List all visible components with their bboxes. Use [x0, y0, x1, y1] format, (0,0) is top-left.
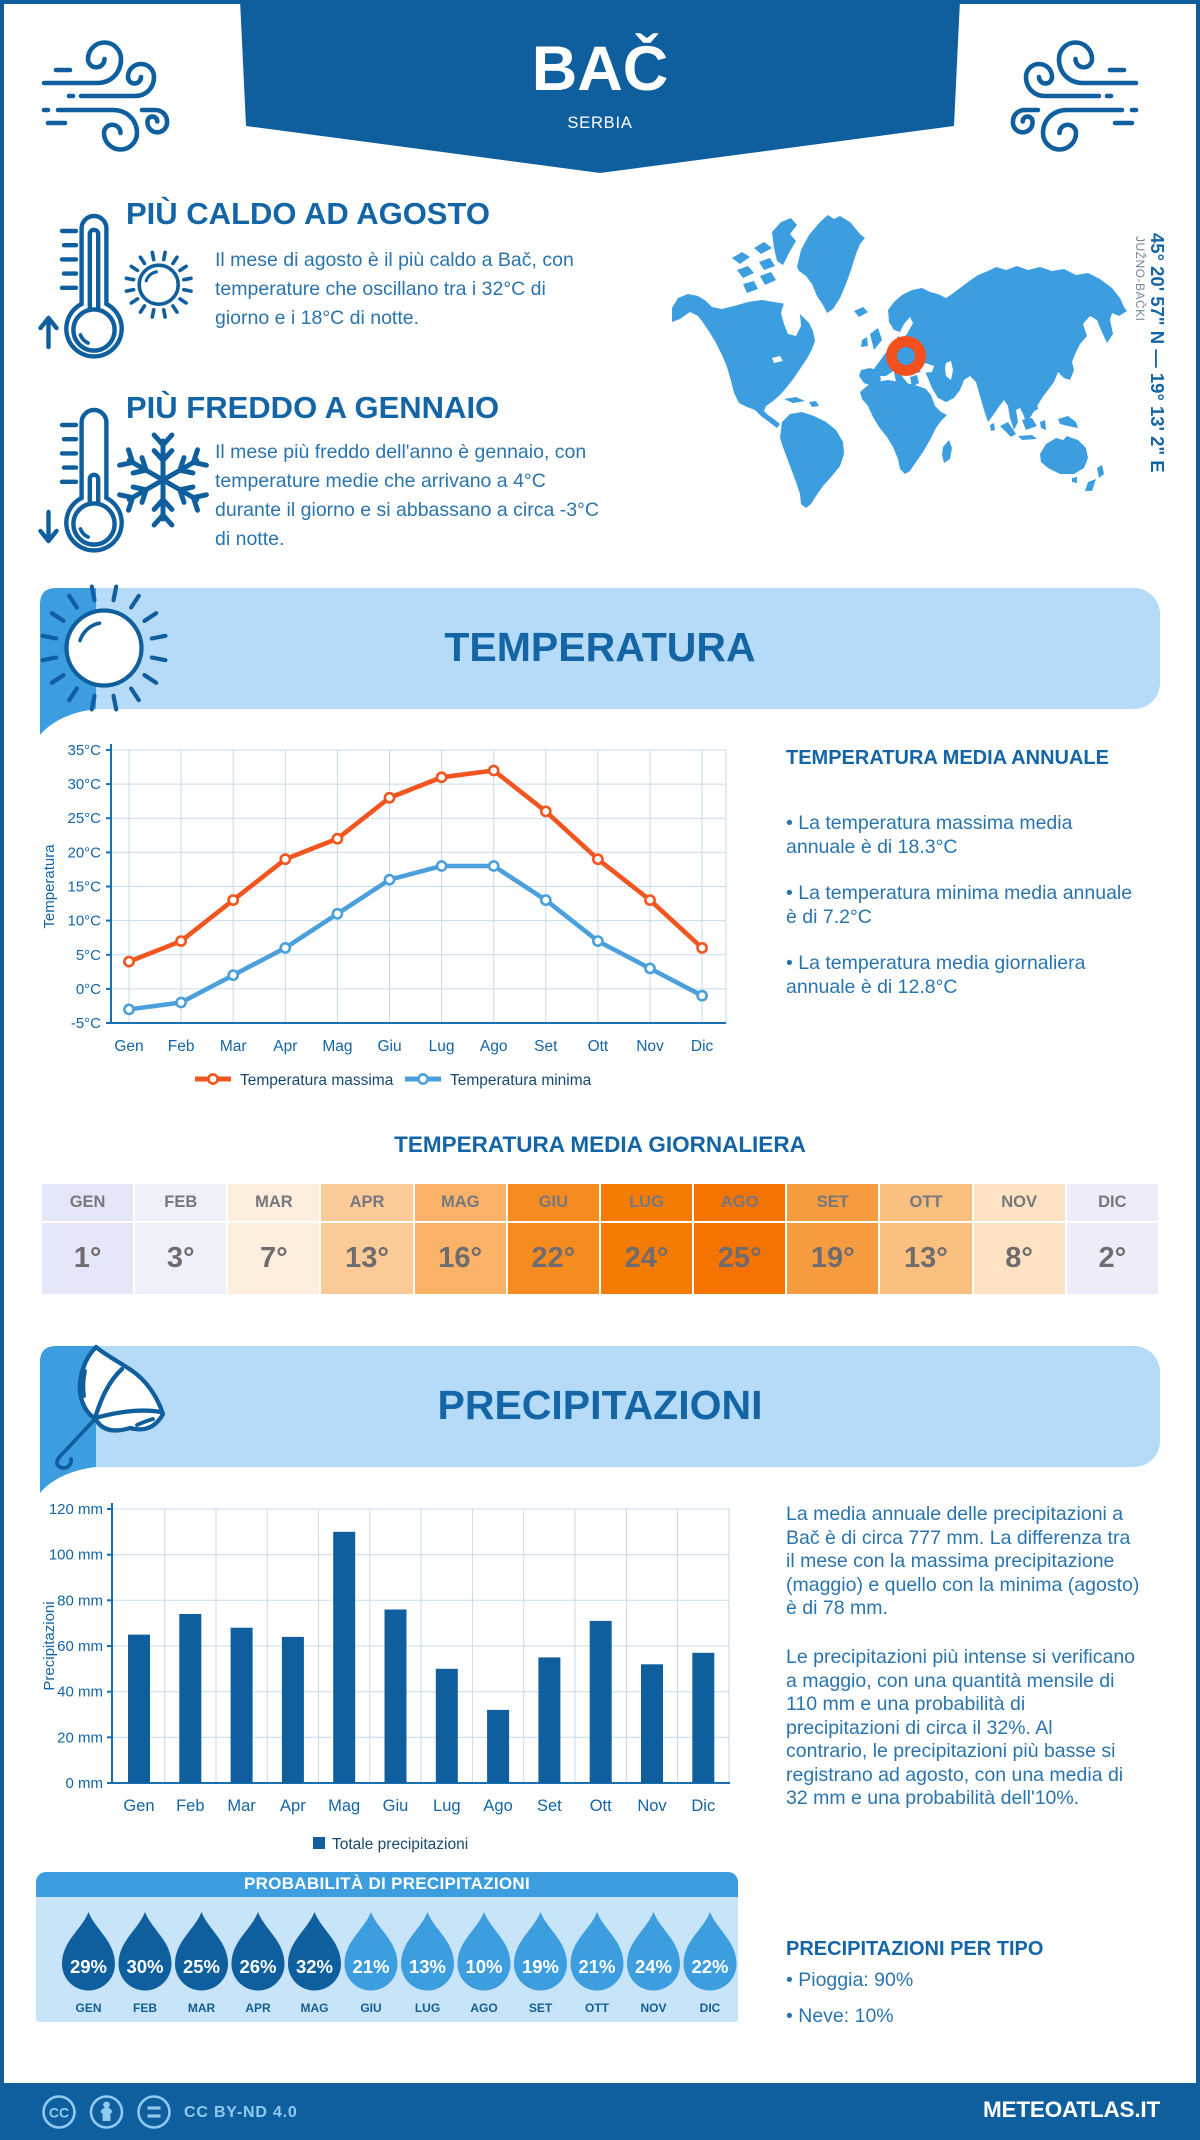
- svg-text:MAR: MAR: [188, 2001, 216, 2015]
- svg-text:15°C: 15°C: [67, 879, 101, 896]
- svg-text:20 mm: 20 mm: [57, 1729, 103, 1746]
- svg-text:60 mm: 60 mm: [57, 1638, 103, 1655]
- svg-text:SET: SET: [529, 2001, 553, 2015]
- svg-text:22%: 22%: [691, 1956, 728, 1977]
- svg-text:Gen: Gen: [114, 1038, 143, 1055]
- svg-text:Temperatura: Temperatura: [41, 844, 58, 929]
- svg-text:25%: 25%: [183, 1956, 220, 1977]
- svg-text:Totale precipitazioni: Totale precipitazioni: [332, 1836, 468, 1853]
- svg-text:10%: 10%: [465, 1956, 502, 1977]
- svg-text:Feb: Feb: [176, 1797, 204, 1815]
- svg-text:80 mm: 80 mm: [57, 1592, 103, 1609]
- svg-text:MAG: MAG: [301, 2001, 329, 2015]
- svg-text:32%: 32%: [296, 1956, 333, 1977]
- svg-text:Set: Set: [537, 1797, 562, 1815]
- svg-text:Mag: Mag: [322, 1038, 352, 1055]
- svg-text:AGO: AGO: [470, 2001, 497, 2015]
- svg-text:OTT: OTT: [585, 2001, 610, 2015]
- svg-text:Mar: Mar: [220, 1038, 247, 1055]
- svg-text:APR: APR: [245, 2001, 271, 2015]
- svg-text:-5°C: -5°C: [71, 1015, 101, 1032]
- svg-text:Set: Set: [534, 1038, 558, 1055]
- svg-text:Mar: Mar: [227, 1797, 256, 1815]
- svg-text:Mag: Mag: [328, 1797, 360, 1815]
- svg-text:Giu: Giu: [377, 1038, 401, 1055]
- svg-text:100 mm: 100 mm: [49, 1547, 103, 1564]
- svg-text:Temperatura minima: Temperatura minima: [450, 1072, 592, 1089]
- svg-text:Ott: Ott: [590, 1797, 612, 1815]
- svg-text:20°C: 20°C: [67, 844, 101, 861]
- svg-text:Nov: Nov: [636, 1038, 664, 1055]
- svg-text:Ago: Ago: [483, 1797, 512, 1815]
- svg-text:40 mm: 40 mm: [57, 1684, 103, 1701]
- svg-text:29%: 29%: [70, 1956, 107, 1977]
- svg-text:0 mm: 0 mm: [66, 1775, 104, 1792]
- svg-text:30°C: 30°C: [67, 776, 101, 793]
- svg-text:CC: CC: [49, 2105, 69, 2121]
- svg-text:35°C: 35°C: [67, 742, 101, 759]
- svg-text:13%: 13%: [409, 1956, 446, 1977]
- svg-text:0°C: 0°C: [76, 981, 101, 998]
- svg-text:Lug: Lug: [429, 1038, 455, 1055]
- svg-text:Dic: Dic: [691, 1038, 714, 1055]
- svg-text:Giu: Giu: [383, 1797, 409, 1815]
- svg-text:Ott: Ott: [588, 1038, 609, 1055]
- svg-text:120 mm: 120 mm: [49, 1501, 103, 1518]
- svg-text:Nov: Nov: [637, 1797, 667, 1815]
- svg-text:Apr: Apr: [280, 1797, 306, 1815]
- svg-text:Apr: Apr: [273, 1038, 297, 1055]
- svg-text:GEN: GEN: [75, 2001, 101, 2015]
- svg-text:FEB: FEB: [133, 2001, 157, 2015]
- svg-text:LUG: LUG: [415, 2001, 440, 2015]
- svg-text:19%: 19%: [522, 1956, 559, 1977]
- svg-text:NOV: NOV: [640, 2001, 666, 2015]
- svg-text:Precipitazioni: Precipitazioni: [41, 1601, 58, 1690]
- svg-text:24%: 24%: [635, 1956, 672, 1977]
- svg-text:Ago: Ago: [480, 1038, 508, 1055]
- svg-text:GIU: GIU: [360, 2001, 381, 2015]
- svg-text:Lug: Lug: [433, 1797, 461, 1815]
- svg-text:Temperatura massima: Temperatura massima: [240, 1072, 394, 1089]
- svg-text:Dic: Dic: [691, 1797, 715, 1815]
- svg-text:21%: 21%: [352, 1956, 389, 1977]
- svg-text:Gen: Gen: [123, 1797, 154, 1815]
- svg-text:21%: 21%: [578, 1956, 615, 1977]
- svg-text:5°C: 5°C: [76, 947, 101, 964]
- svg-text:26%: 26%: [239, 1956, 276, 1977]
- svg-text:Feb: Feb: [168, 1038, 195, 1055]
- svg-text:10°C: 10°C: [67, 913, 101, 930]
- svg-text:DIC: DIC: [700, 2001, 721, 2015]
- svg-text:30%: 30%: [126, 1956, 163, 1977]
- svg-text:25°C: 25°C: [67, 810, 101, 827]
